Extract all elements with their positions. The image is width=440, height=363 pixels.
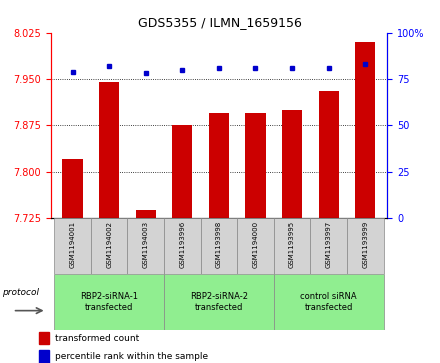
Text: GSM1193998: GSM1193998 <box>216 221 222 268</box>
Text: RBP2-siRNA-1
transfected: RBP2-siRNA-1 transfected <box>80 293 138 312</box>
Bar <box>237 218 274 274</box>
Bar <box>136 210 156 218</box>
Text: control siRNA
transfected: control siRNA transfected <box>301 293 357 312</box>
Text: GSM1193995: GSM1193995 <box>289 221 295 268</box>
Text: GSM1194002: GSM1194002 <box>106 221 112 268</box>
Bar <box>164 274 274 330</box>
Text: GSM1193996: GSM1193996 <box>180 221 185 268</box>
Bar <box>310 218 347 274</box>
Text: percentile rank within the sample: percentile rank within the sample <box>55 352 208 361</box>
Bar <box>246 113 266 218</box>
Bar <box>99 82 119 218</box>
Text: GDS5355 / ILMN_1659156: GDS5355 / ILMN_1659156 <box>138 16 302 29</box>
Bar <box>91 218 128 274</box>
Bar <box>128 218 164 274</box>
Bar <box>347 218 384 274</box>
Bar <box>54 218 91 274</box>
Bar <box>54 274 164 330</box>
Bar <box>209 113 229 218</box>
Text: transformed count: transformed count <box>55 334 139 343</box>
Bar <box>39 332 49 344</box>
Bar <box>201 218 237 274</box>
Text: GSM1194001: GSM1194001 <box>70 221 76 268</box>
Text: GSM1193999: GSM1193999 <box>362 221 368 268</box>
Text: GSM1194003: GSM1194003 <box>143 221 149 268</box>
Text: GSM1193997: GSM1193997 <box>326 221 332 268</box>
Bar <box>274 218 310 274</box>
Bar <box>172 125 192 218</box>
Bar <box>39 350 49 363</box>
Bar <box>355 42 375 218</box>
Text: GSM1194000: GSM1194000 <box>253 221 258 268</box>
Text: RBP2-siRNA-2
transfected: RBP2-siRNA-2 transfected <box>190 293 248 312</box>
Bar <box>319 91 339 218</box>
Bar <box>62 159 83 218</box>
Bar <box>274 274 384 330</box>
Text: protocol: protocol <box>3 287 40 297</box>
Bar <box>164 218 201 274</box>
Bar <box>282 110 302 218</box>
